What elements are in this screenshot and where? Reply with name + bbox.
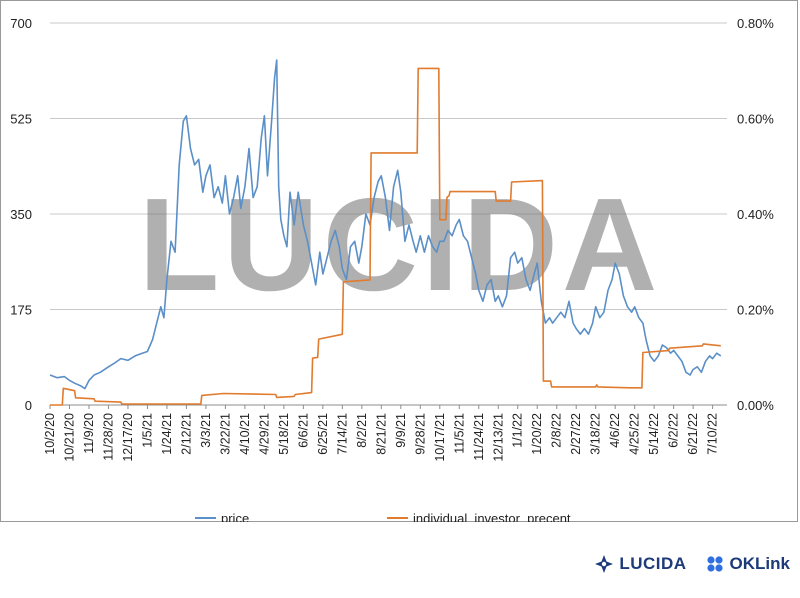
y-right-tick-label: 0.40%	[737, 207, 774, 222]
x-tick-label: 11/5/21	[452, 413, 466, 454]
x-tick-label: 2/8/22	[550, 413, 564, 448]
y-left-tick-label: 175	[10, 303, 32, 318]
x-tick-label: 1/20/22	[530, 413, 544, 455]
oklink-logo: OKLink	[705, 554, 790, 574]
lucida-logo-icon	[595, 555, 614, 573]
y-left-tick-label: 700	[10, 16, 32, 31]
y-right-tick-label: 0.80%	[737, 16, 774, 31]
lucida-logo: LUCIDA	[594, 554, 686, 574]
oklink-logo-icon	[706, 556, 723, 572]
x-tick-label: 3/3/21	[199, 413, 213, 448]
x-tick-label: 7/14/21	[335, 413, 349, 455]
y-right-tick-label: 0.20%	[737, 303, 774, 318]
x-tick-label: 5/14/22	[647, 413, 661, 455]
x-tick-label: 6/6/21	[296, 413, 310, 448]
footer-logos: LUCIDA OKLink	[594, 552, 790, 576]
legend-label-price: price	[221, 511, 249, 522]
y-right-tick-label: 0.60%	[737, 112, 774, 127]
line-chart: LUCIDA 700 525 350 175 0 0.80% 0.60% 0.40% 0.20…	[10, 16, 774, 522]
chart-frame	[0, 0, 798, 522]
y-left-tick-label: 525	[10, 112, 32, 127]
gridlines	[50, 22, 727, 406]
x-tick-label: 2/12/21	[179, 413, 193, 455]
x-tick-label: 4/6/22	[608, 413, 622, 448]
x-tick-label: 3/18/22	[589, 413, 603, 455]
series-layer	[49, 59, 722, 406]
x-tick-label: 9/28/21	[413, 413, 427, 455]
x-tick-label: 1/24/21	[160, 413, 174, 455]
x-tick-label: 7/10/22	[706, 413, 720, 455]
x-tick-label: 12/13/21	[491, 413, 505, 462]
x-tick-label: 11/9/20	[82, 413, 96, 454]
y-axis-right: 0.80% 0.60% 0.40% 0.20% 0.00%	[737, 16, 774, 413]
x-tick-label: 8/2/21	[355, 413, 369, 448]
x-tick-label: 10/17/21	[433, 413, 447, 462]
x-tick-label: 5/18/21	[277, 413, 291, 455]
x-tick-label: 10/2/20	[43, 413, 57, 455]
oklink-logo-text: OKLink	[729, 554, 790, 573]
x-tick-label: 6/21/22	[686, 413, 700, 455]
series-line-individual-investor-precent	[50, 67, 721, 406]
watermark-text: LUCIDA	[139, 171, 662, 318]
x-tick-label: 6/25/21	[316, 413, 330, 455]
legend: price individual_investor_precent	[195, 511, 571, 522]
y-left-tick-label: 0	[25, 398, 32, 413]
x-tick-label: 10/21/20	[62, 413, 76, 462]
lucida-logo-text: LUCIDA	[619, 554, 687, 573]
x-axis: 10/2/20 10/21/20 11/9/20 11/28/20 12/17/20 1/…	[43, 405, 720, 462]
series-line-price	[49, 59, 722, 390]
y-left-tick-label: 350	[10, 207, 32, 222]
x-tick-label: 4/10/21	[238, 413, 252, 455]
y-right-tick-label: 0.00%	[737, 398, 774, 413]
x-tick-label: 4/29/21	[257, 413, 271, 455]
x-tick-label: 11/24/21	[472, 413, 486, 461]
y-axis-left: 700 525 350 175 0	[10, 16, 32, 413]
x-tick-label: 4/25/22	[628, 413, 642, 455]
legend-label-individual-investor-precent: individual_investor_precent	[413, 511, 571, 522]
x-tick-label: 11/28/20	[101, 413, 115, 461]
x-tick-label: 1/1/22	[511, 413, 525, 448]
x-tick-label: 3/22/21	[218, 413, 232, 455]
x-tick-label: 2/27/22	[569, 413, 583, 455]
x-tick-label: 6/2/22	[667, 413, 681, 448]
x-tick-label: 9/9/21	[394, 413, 408, 448]
x-tick-label: 1/5/21	[140, 413, 154, 448]
x-tick-label: 12/17/20	[121, 413, 135, 462]
x-tick-label: 8/21/21	[374, 413, 388, 455]
